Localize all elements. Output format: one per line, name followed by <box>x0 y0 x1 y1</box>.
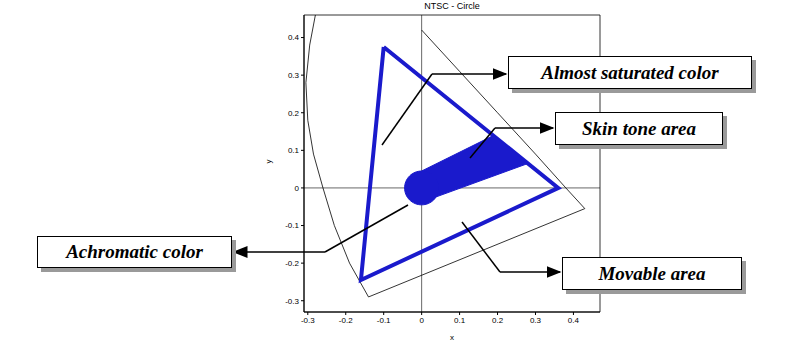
svg-text:0: 0 <box>295 184 300 193</box>
svg-text:0.3: 0.3 <box>288 71 300 80</box>
svg-text:0.2: 0.2 <box>492 316 504 325</box>
svg-text:y: y <box>264 160 273 164</box>
svg-text:0.2: 0.2 <box>288 109 300 118</box>
html-text:Movable area: Movable area <box>598 262 706 284</box>
svg-text:-0.1: -0.1 <box>377 316 391 325</box>
svg-text:x: x <box>450 333 454 340</box>
html-text:Almost saturated color: Almost saturated color <box>541 61 719 83</box>
svg-text:0.4: 0.4 <box>568 316 580 325</box>
svg-text:-0.3: -0.3 <box>301 316 315 325</box>
svg-text:-0.2: -0.2 <box>285 259 299 268</box>
svg-text:0.3: 0.3 <box>530 316 542 325</box>
svg-text:0.1: 0.1 <box>454 316 466 325</box>
html-text:Skin tone area: Skin tone area <box>582 117 696 139</box>
html-text:Achromatic color: Achromatic color <box>66 241 203 262</box>
html-text:NTSC - Circle: NTSC - Circle <box>424 1 480 11</box>
svg-text:0: 0 <box>419 316 424 325</box>
svg-text:0.1: 0.1 <box>288 146 300 155</box>
svg-text:-0.2: -0.2 <box>339 316 353 325</box>
svg-text:-0.3: -0.3 <box>285 297 299 306</box>
svg-text:0.4: 0.4 <box>288 33 300 42</box>
svg-text:-0.1: -0.1 <box>285 221 299 230</box>
